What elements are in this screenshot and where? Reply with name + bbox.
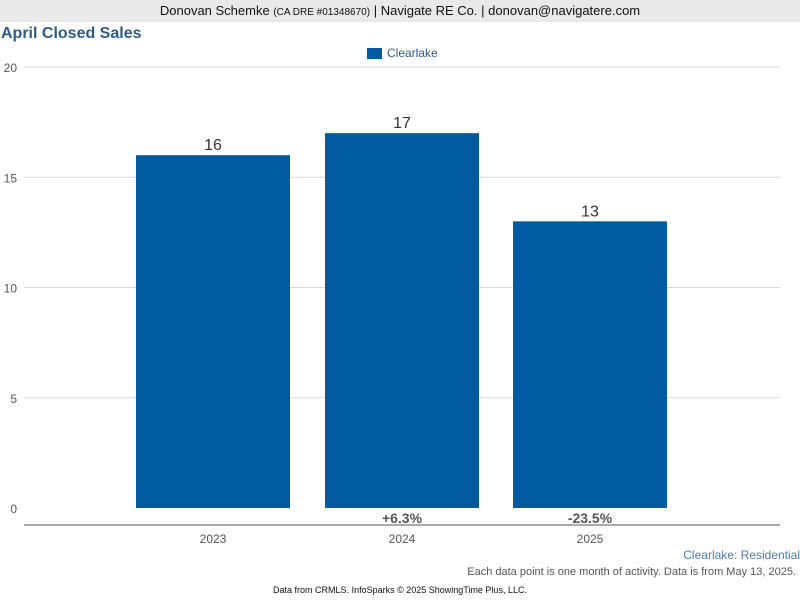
separator: |	[481, 3, 485, 18]
area-label: Clearlake: Residential	[683, 548, 800, 562]
change-label: +6.3%	[382, 510, 423, 526]
chart-legend[interactable]: Clearlake	[367, 46, 438, 60]
dre-number: (CA DRE #01348670)	[273, 7, 371, 18]
header-bar: Donovan Schemke (CA DRE #01348670) | Nav…	[0, 0, 800, 22]
source-credit: Data from CRMLS. InfoSparks © 2025 Showi…	[273, 585, 527, 595]
change-label: -23.5%	[568, 510, 613, 526]
y-tick-label: 10	[4, 282, 18, 296]
x-tick-label: 2025	[577, 532, 604, 546]
bar	[513, 221, 667, 508]
separator: |	[373, 3, 378, 18]
company-name: Navigate RE Co.	[380, 3, 478, 18]
y-tick-label: 15	[4, 171, 18, 185]
y-tick-label: 0	[10, 502, 17, 516]
x-tick-label: 2023	[200, 532, 227, 546]
bar	[136, 155, 290, 508]
email-address: donovan@navigatere.com	[488, 3, 641, 18]
y-tick-label: 5	[10, 392, 17, 406]
bar	[325, 133, 479, 508]
data-note: Each data point is one month of activity…	[467, 566, 796, 578]
bar-chart: 0 5 10 15 20 16 2023 17 2024 +6.3% 13 2025 -23.5%	[4, 61, 780, 546]
chart-title: April Closed Sales	[1, 25, 142, 42]
data-label: 17	[393, 115, 411, 132]
data-label: 16	[204, 137, 222, 154]
x-tick-label: 2024	[389, 532, 416, 546]
agent-name: Donovan Schemke	[159, 3, 270, 18]
y-tick-label: 20	[4, 61, 18, 75]
legend-swatch	[367, 47, 382, 59]
legend-label: Clearlake	[387, 46, 438, 60]
data-label: 13	[581, 203, 599, 220]
